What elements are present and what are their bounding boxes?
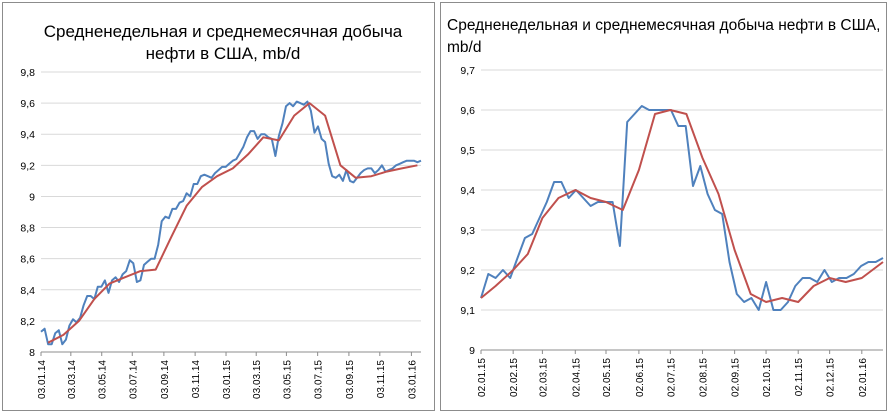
- right-chart-x-tick-label: 02.08.15: [698, 358, 709, 397]
- right-chart-y-tick-label: 9,2: [460, 265, 475, 277]
- left-chart-x-tick-label: 03.11.15: [376, 360, 387, 399]
- left-chart-x-tick-label: 03.07.15: [314, 360, 325, 399]
- right-chart-y-tick-label: 9: [469, 345, 475, 357]
- right-chart-x-tick-label: 02.05.15: [602, 358, 613, 397]
- right-chart-panel: Средненедельная и среднемесячная добыча …: [440, 2, 887, 411]
- right-chart-weekly-line: [480, 105, 884, 311]
- left-chart-x-tick-label: 03.01.16: [407, 360, 418, 399]
- right-chart-x-tick-label: 02.11.15: [794, 358, 805, 397]
- left-chart-x-tick-label: 03.03.15: [252, 360, 263, 399]
- left-chart-y-tick-label: 8: [29, 347, 35, 359]
- left-chart-y-tick-label: 9,6: [20, 98, 35, 110]
- left-chart-y-tick-label: 9: [29, 191, 35, 203]
- left-chart-x-tick-label: 03.09.15: [345, 360, 356, 399]
- right-chart-plot: 9 9,1 9,2 9,3 9,4 9,5 9,6 9,7 02.01.15 02.02.15 02…: [460, 65, 884, 397]
- right-chart-y-tick-label: 9,7: [460, 65, 475, 77]
- right-chart-x-tick-label: 02.06.15: [635, 358, 646, 397]
- right-chart-x-tick-label: 02.07.15: [666, 358, 677, 397]
- left-chart-plot: 8 8,2 8,4 8,6 8,8 9 9,2 9,4 9,6 9,8 03.01.14 03.03.…: [20, 67, 422, 399]
- left-chart-title: Средненедельная и среднемесячная добыча …: [43, 22, 403, 63]
- left-chart-y-tick-label: 8,4: [20, 285, 35, 297]
- left-chart-y-tick-label: 8,8: [20, 223, 35, 235]
- right-chart-x-tick-label: 02.04.15: [571, 358, 582, 397]
- left-chart-y-tick-label: 9,4: [20, 129, 35, 141]
- right-chart-y-tick-label: 9,5: [460, 145, 475, 157]
- left-chart-x-tick-label: 03.09.14: [160, 360, 171, 399]
- right-chart-y-tick-label: 9,3: [460, 225, 475, 237]
- left-chart-y-tick-label: 8,6: [20, 254, 35, 266]
- right-chart-x-tick-label: 02.01.15: [477, 358, 488, 397]
- left-chart-weekly-line: [40, 100, 422, 346]
- right-chart-title: Средненедельная и среднемесячная добыча …: [447, 17, 881, 56]
- left-chart-panel: Средненедельная и среднемесячная добыча …: [2, 2, 435, 411]
- left-chart-x-tick-label: 03.07.14: [128, 360, 139, 399]
- right-chart-x-tick-label: 02.12.15: [826, 358, 837, 397]
- right-chart-y-tick-label: 9,1: [460, 305, 475, 317]
- right-chart-x-tick-label: 02.10.15: [762, 358, 773, 397]
- left-chart-x-tick-label: 03.01.15: [222, 360, 233, 399]
- left-chart-x-tick-label: 03.03.14: [67, 360, 78, 399]
- left-chart-x-tick-label: 03.05.15: [282, 360, 293, 399]
- left-chart-y-tick-label: 8,2: [20, 316, 35, 328]
- left-chart-y-tick-label: 9,8: [20, 67, 35, 79]
- right-chart-x-tick-label: 02.03.15: [538, 358, 549, 397]
- left-chart-x-tick-label: 03.11.14: [191, 360, 202, 399]
- right-chart-x-tick-label: 02.02.15: [509, 358, 520, 397]
- right-chart-x-tick-label: 02.01.16: [858, 358, 869, 397]
- left-chart-monthly-line: [47, 102, 418, 344]
- right-chart-y-tick-label: 9,6: [460, 105, 475, 117]
- right-chart-monthly-line: [480, 109, 884, 303]
- left-chart-y-tick-label: 9,2: [20, 160, 35, 172]
- right-chart-x-tick-label: 02.09.15: [731, 358, 742, 397]
- left-chart-x-tick-label: 03.01.14: [37, 360, 48, 399]
- right-chart-y-tick-label: 9,4: [460, 185, 475, 197]
- left-chart-x-tick-label: 03.05.14: [98, 360, 109, 399]
